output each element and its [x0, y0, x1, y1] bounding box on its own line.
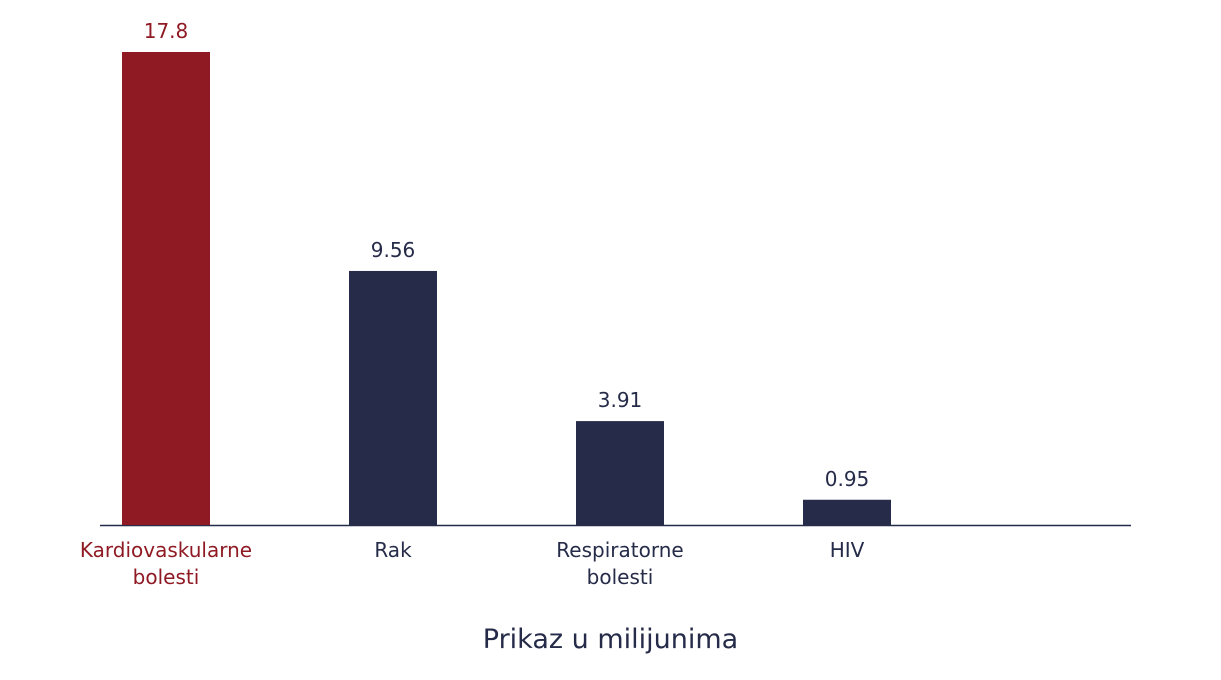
x-axis-label: Prikaz u milijunima — [482, 624, 739, 655]
value-label: 0.95 — [825, 467, 870, 491]
value-label: 17.8 — [144, 19, 189, 43]
bar — [803, 499, 891, 525]
x-tick-label: Rak — [374, 538, 412, 562]
value-label: 3.91 — [598, 388, 643, 412]
x-tick-label: Kardiovaskularne bolesti — [79, 538, 253, 589]
value-label: 9.56 — [371, 238, 416, 262]
x-tick-label: HIV — [829, 538, 865, 562]
bar — [349, 270, 437, 525]
x-tick-label: Respiratorne bolesti — [556, 538, 684, 589]
bar — [576, 421, 664, 525]
bar — [122, 52, 210, 525]
